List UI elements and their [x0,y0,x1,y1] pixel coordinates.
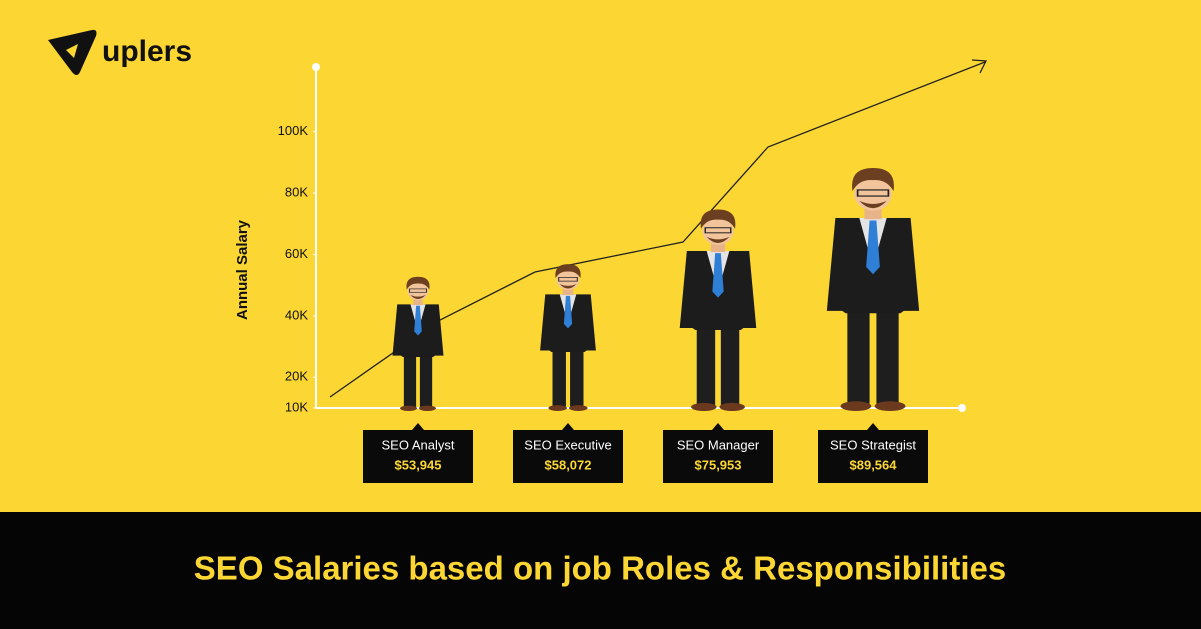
y-axis-label: Annual Salary [234,219,251,320]
beard [559,284,577,289]
salary-figure [392,276,444,411]
logo-icon-cut [66,44,78,58]
label-pointer [562,423,574,430]
value-label: $58,072 [545,457,592,472]
y-tick-label: 10K [285,399,308,414]
leg [696,317,716,405]
beard [859,200,887,209]
y-tick-label: 40K [285,307,308,322]
shoe [874,401,906,411]
leg [419,348,433,407]
face [854,176,892,211]
axis-end [312,63,320,71]
label-pointer [712,423,724,430]
face [556,269,580,290]
footer-band [0,512,1201,629]
value-label: $89,564 [850,457,898,472]
neck [710,242,726,253]
tie [563,295,573,329]
tie [414,305,422,336]
value-label: $53,945 [395,457,442,472]
salary-figure [826,167,920,411]
hair [700,209,736,229]
category-label: SEO Manager [677,437,760,452]
background [0,0,1201,512]
neck [864,208,882,220]
glasses [409,288,427,293]
hair [852,167,894,192]
trend-arrow [971,59,988,74]
y-tick-label: 100K [278,123,309,138]
leg [570,343,584,407]
shoe [691,402,717,411]
leg [720,317,740,405]
label-box [513,430,623,483]
hair [555,264,581,279]
y-tick-label: 80K [285,185,308,200]
shoe [400,405,418,411]
label-box [818,430,928,483]
shoe [840,401,872,411]
leg [876,298,899,404]
salary-figure [540,264,596,411]
label-pointer [412,423,424,430]
label-box [363,430,473,483]
leg [403,348,417,407]
glasses [558,277,578,282]
face [702,216,734,245]
neck [562,288,574,296]
beard [706,236,730,243]
shoe [418,405,436,411]
shoe [569,405,588,411]
salary-figure [679,209,757,411]
hair [406,276,430,290]
tie [712,253,724,298]
shoe [548,405,567,411]
glasses [856,189,890,197]
beard [410,294,426,300]
label-box [663,430,773,483]
logo-text: uplers [102,35,192,68]
shoe [719,402,745,411]
axis-end [958,404,966,412]
label-pointer [867,423,879,430]
value-label: $75,953 [695,457,742,472]
neck [413,299,423,306]
category-label: SEO Executive [524,437,611,452]
face [407,281,429,301]
tie [866,220,880,275]
category-label: SEO Strategist [830,437,916,452]
chart-title: SEO Salaries based on job Roles & Respon… [194,550,1006,587]
leg [552,343,566,407]
y-tick-label: 60K [285,246,308,261]
glasses [704,227,732,234]
y-tick-label: 20K [285,369,308,384]
leg [847,298,870,404]
category-label: SEO Analyst [382,437,455,452]
